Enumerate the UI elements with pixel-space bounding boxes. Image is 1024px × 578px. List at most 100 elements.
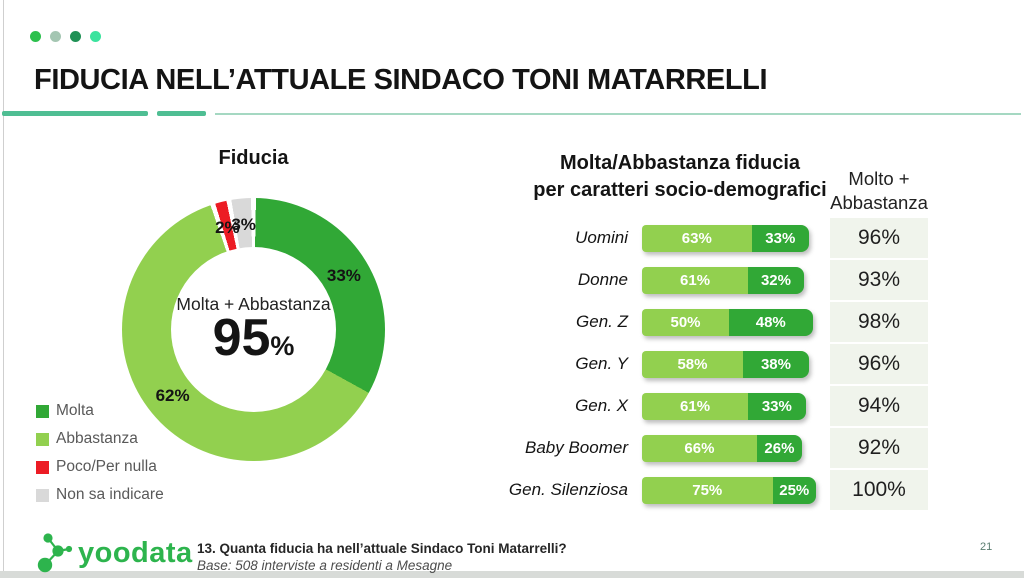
bar-segment-molta: 26% [756, 434, 803, 462]
decorative-dot [70, 31, 81, 42]
footer-notes: 13. Quanta fiducia ha nell’attuale Sinda… [197, 540, 567, 574]
bar-row: Uomini 63% 33% [500, 217, 816, 259]
donut-center-unit: % [270, 331, 295, 361]
bar-segment-molta: 38% [742, 350, 810, 378]
legend-label: Poco/Per nulla [56, 458, 157, 475]
bar-chart-title: Molta/Abbastanza fiducia per caratteri so… [515, 150, 845, 204]
slide-left-border [3, 0, 4, 571]
bar-segment-abbastanza: 75% [642, 476, 773, 504]
bar-segment-abbastanza: 50% [642, 308, 729, 336]
bar-segment-value: 66% [684, 439, 715, 457]
totals-cell: 98% [830, 302, 928, 342]
bar-segment-value: 63% [681, 229, 712, 247]
totals-column-header: Molto + Abbastanza [830, 168, 928, 214]
bar-segment-value: 33% [761, 397, 792, 415]
bar-track: 61% 33% [642, 392, 816, 420]
underline-segment-3 [215, 113, 1021, 115]
donut-slice-value: 3% [231, 214, 256, 234]
bar-segment-value: 32% [760, 271, 791, 289]
underline-segment-1 [2, 111, 148, 116]
bar-track: 66% 26% [642, 434, 816, 462]
title-underline [0, 111, 1024, 117]
bar-track: 50% 48% [642, 308, 816, 336]
decorative-dot [50, 31, 61, 42]
donut-chart-title: Fiducia [218, 147, 289, 169]
footer-base-note: Base: 508 interviste a residenti a Mesag… [197, 558, 453, 573]
decorative-dot [30, 31, 41, 42]
bar-segment-value: 58% [677, 355, 708, 373]
bar-segment-molta: 32% [748, 266, 804, 294]
legend-item: Poco/Per nulla [36, 453, 164, 481]
legend-item: Abbastanza [36, 425, 164, 453]
donut-chart: Molta + Abbastanza 95% 33% 62% 2% 3% [122, 198, 385, 461]
legend-label: Non sa indicare [56, 486, 164, 503]
bar-track: 75% 25% [642, 476, 816, 504]
footer-question: 13. Quanta fiducia ha nell’attuale Sinda… [197, 541, 567, 556]
bar-rows: Uomini 63% 33% Donne 61% 32% Gen. Z 50% 48% Gen. … [500, 217, 816, 511]
bar-row: Gen. X 61% 33% [500, 385, 816, 427]
slide-bottom-border [0, 571, 1024, 578]
bar-segment-value: 26% [764, 439, 795, 457]
totals-cell: 93% [830, 260, 928, 300]
bar-category-label: Gen. Y [575, 354, 628, 373]
bar-segment-value: 61% [680, 271, 711, 289]
bar-segment-value: 50% [670, 313, 701, 331]
bar-segment-value: 61% [680, 397, 711, 415]
bar-segment-abbastanza: 63% [642, 224, 752, 252]
legend-swatch [36, 432, 49, 446]
totals-cell: 94% [830, 386, 928, 426]
legend-label: Molta [56, 402, 94, 419]
decorative-dot [90, 31, 101, 42]
bar-segment-molta: 48% [729, 308, 813, 336]
bar-category-label: Uomini [575, 228, 628, 247]
bar-row: Gen. Z 50% 48% [500, 301, 816, 343]
bar-category-label: Gen. Silenziosa [508, 480, 628, 499]
totals-cell: 100% [830, 470, 928, 510]
bar-segment-value: 38% [760, 355, 791, 373]
legend-item: Molta [36, 397, 164, 425]
legend-swatch [36, 488, 49, 502]
donut-center-number: 95 [212, 309, 271, 367]
bar-segment-value: 25% [779, 481, 810, 499]
totals-column: 96% 93% 98% 96% 94% 92% 100% [830, 218, 928, 512]
bar-segment-value: 33% [765, 229, 796, 247]
yoodata-logo: yoodata [22, 530, 193, 576]
bar-row: Gen. Y 58% 38% [500, 343, 816, 385]
page-title: FIDUCIA NELL’ATTUALE SINDACO TONI MATARR… [34, 64, 768, 96]
bar-row: Donne 61% 32% [500, 259, 816, 301]
underline-segment-2 [157, 111, 206, 116]
bar-row: Gen. Silenziosa 75% 25% [500, 469, 816, 511]
bar-track: 63% 33% [642, 224, 816, 252]
bar-chart-title-line1: Molta/Abbastanza fiducia [559, 152, 801, 174]
bar-segment-value: 48% [755, 313, 786, 331]
bar-category-label: Donne [577, 270, 628, 289]
donut-center-label: Molta + Abbastanza [176, 294, 331, 314]
donut-slice-value: 33% [326, 266, 361, 286]
bar-segment-molta: 33% [748, 392, 806, 420]
totals-cell: 92% [830, 428, 928, 468]
bar-segment-abbastanza: 58% [642, 350, 743, 378]
bar-segment-molta: 25% [772, 476, 816, 504]
totals-cell: 96% [830, 218, 928, 258]
bar-segment-abbastanza: 61% [642, 392, 749, 420]
yoodata-logo-icon [37, 533, 73, 573]
bar-category-label: Gen. Z [576, 312, 628, 331]
donut-hole [171, 247, 336, 412]
donut-slice-value: 2% [215, 217, 240, 237]
page-number: 21 [980, 541, 993, 553]
bar-category-label: Gen. X [575, 396, 628, 415]
legend-item: Non sa indicare [36, 481, 164, 509]
legend-swatch [36, 460, 49, 474]
legend-label: Abbastanza [56, 430, 138, 447]
bar-segment-abbastanza: 61% [642, 266, 749, 294]
yoodata-logo-text: yoodata [78, 536, 193, 569]
bar-segment-molta: 33% [751, 224, 810, 252]
legend-swatch [36, 404, 49, 418]
donut-center-value: 95% [122, 309, 385, 367]
decorative-dots [30, 31, 101, 42]
bar-row: Baby Boomer 66% 26% [500, 427, 816, 469]
bar-segment-value: 75% [692, 481, 723, 499]
donut-legend: Molta Abbastanza Poco/Per nulla Non sa indi… [36, 397, 164, 509]
bar-chart-title-line2: per caratteri socio-demografici [533, 179, 827, 201]
